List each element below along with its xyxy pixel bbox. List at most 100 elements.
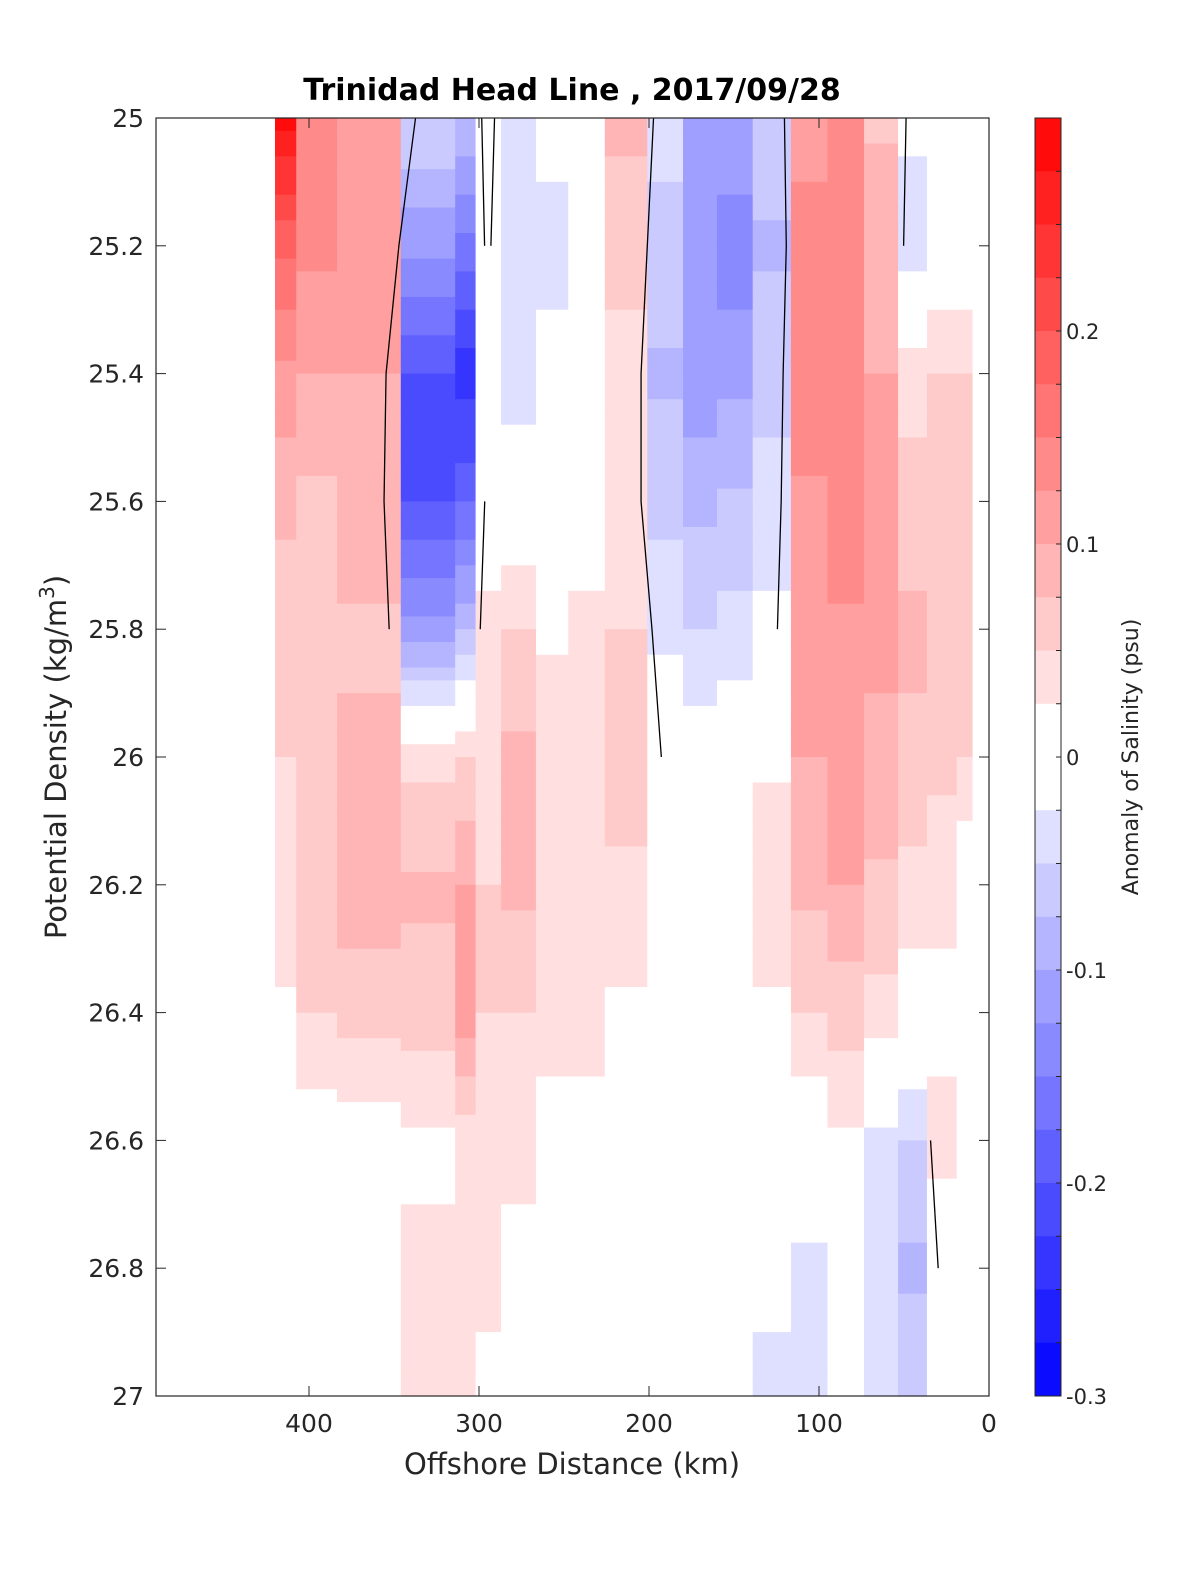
- contour-cell: [604, 1383, 648, 1397]
- contour-cell: [455, 386, 477, 400]
- contour-cell: [647, 1050, 684, 1065]
- contour-cell: [647, 1140, 684, 1154]
- contour-cell: [956, 348, 973, 362]
- contour-cell: [790, 335, 829, 349]
- contour-cell: [568, 1012, 606, 1026]
- contour-cell: [400, 1178, 456, 1193]
- contour-cell: [752, 156, 792, 170]
- contour-cell: [827, 1229, 865, 1244]
- contour-cell: [604, 1089, 648, 1103]
- contour-cell: [535, 539, 569, 554]
- contour-cell: [926, 987, 958, 1001]
- contour-cell: [683, 1370, 718, 1384]
- contour-cell: [296, 130, 338, 145]
- contour-cell: [455, 1153, 477, 1167]
- contour-cell: [604, 437, 648, 451]
- contour-cell: [275, 667, 297, 681]
- colorbar-swatch: [1035, 277, 1061, 332]
- contour-cell: [296, 450, 338, 464]
- contour-cell: [827, 386, 865, 400]
- contour-cell: [864, 450, 899, 464]
- contour-cell: [568, 322, 606, 336]
- contour-cell: [455, 348, 477, 362]
- contour-cell: [717, 616, 754, 630]
- contour-cell: [455, 220, 477, 234]
- contour-cell: [400, 284, 456, 298]
- contour-cell: [864, 220, 899, 234]
- contour-cell: [956, 463, 973, 477]
- contour-cell: [296, 233, 338, 247]
- contour-cell: [898, 335, 928, 349]
- contour-cell: [898, 1357, 928, 1372]
- contour-cell: [683, 488, 718, 502]
- contour-cell: [864, 1242, 899, 1257]
- contour-cell: [400, 565, 456, 579]
- contour-cell: [864, 143, 899, 157]
- contour-cell: [275, 1153, 297, 1167]
- contour-cell: [790, 207, 829, 221]
- contour-cell: [337, 616, 402, 630]
- contour-cell: [455, 296, 477, 311]
- contour-cell: [827, 578, 865, 592]
- contour-cell: [400, 603, 456, 618]
- contour-cell: [568, 1242, 606, 1257]
- contour-cell: [337, 1025, 402, 1039]
- contour-cell: [717, 948, 754, 963]
- contour-cell: [275, 578, 297, 592]
- contour-cell: [864, 296, 899, 311]
- contour-cell: [864, 348, 899, 362]
- contour-cell: [683, 1012, 718, 1026]
- contour-cell: [568, 910, 606, 924]
- contour-cell: [275, 514, 297, 528]
- contour-cell: [926, 130, 958, 145]
- contour-cell: [604, 118, 648, 132]
- contour-cell: [535, 552, 569, 566]
- colorbar-swatch: [1035, 171, 1061, 225]
- contour-cell: [956, 1038, 973, 1052]
- contour-cell: [475, 296, 502, 311]
- contour-cell: [400, 1038, 456, 1052]
- contour-cell: [455, 846, 477, 860]
- contour-cell: [790, 194, 829, 209]
- contour-cell: [337, 1178, 402, 1193]
- contour-cell: [475, 769, 502, 784]
- contour-cell: [337, 961, 402, 975]
- contour-cell: [926, 641, 958, 656]
- contour-cell: [926, 1012, 958, 1026]
- contour-cell: [752, 693, 792, 707]
- contour-cell: [501, 1332, 537, 1346]
- contour-cell: [568, 309, 606, 324]
- contour-cell: [647, 156, 684, 170]
- contour-cell: [752, 1063, 792, 1078]
- contour-cell: [717, 1383, 754, 1397]
- contour-cell: [535, 603, 569, 618]
- contour-cell: [296, 322, 338, 336]
- contour-cell: [275, 194, 297, 209]
- contour-cell: [752, 488, 792, 502]
- contour-cell: [827, 450, 865, 464]
- contour-cell: [647, 578, 684, 592]
- contour-cell: [864, 322, 899, 336]
- contour-cell: [790, 1383, 829, 1397]
- contour-cell: [296, 284, 338, 298]
- contour-cell: [535, 373, 569, 387]
- contour-cell: [956, 795, 973, 809]
- contour-cell: [568, 782, 606, 796]
- contour-cell: [717, 450, 754, 464]
- colorbar-swatch: [1035, 810, 1061, 864]
- contour-cell: [752, 169, 792, 183]
- contour-cell: [475, 475, 502, 490]
- contour-cell: [475, 1242, 502, 1257]
- contour-cell: [568, 348, 606, 362]
- contour-cell: [717, 296, 754, 311]
- contour-cell: [475, 322, 502, 336]
- contour-cell: [898, 552, 928, 566]
- contour-cell: [568, 1089, 606, 1103]
- contour-cell: [898, 1332, 928, 1346]
- contour-cell: [864, 233, 899, 247]
- contour-cell: [275, 1114, 297, 1129]
- contour-cell: [296, 974, 338, 988]
- contour-cell: [475, 1050, 502, 1065]
- contour-cell: [647, 181, 684, 196]
- contour-cell: [296, 1025, 338, 1039]
